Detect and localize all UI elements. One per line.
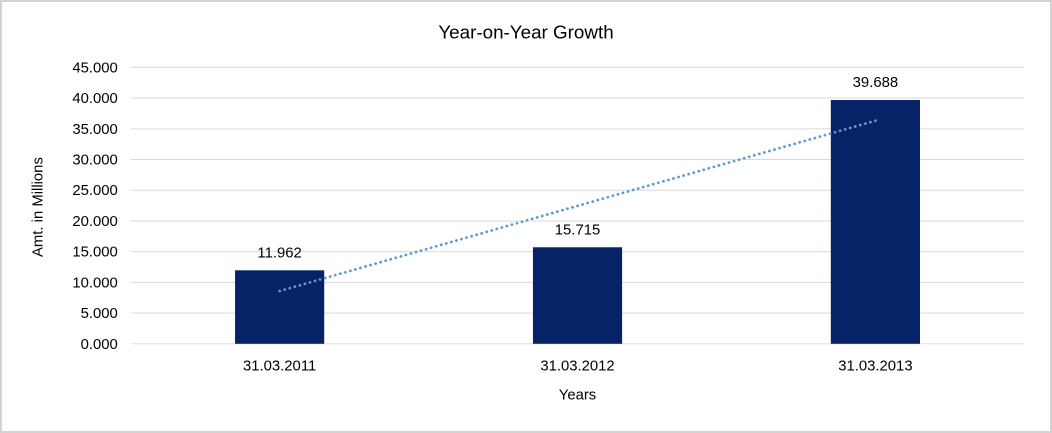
y-axis-title: Amt. in Millions (31, 157, 47, 257)
y-tick-label: 20.000 (72, 214, 117, 230)
x-tick-label: 31.03.2012 (540, 359, 614, 375)
y-tick-label: 0.000 (81, 337, 118, 353)
y-tick-label: 35.000 (72, 122, 117, 138)
y-tick-label: 15.000 (72, 245, 117, 261)
y-tick-label: 40.000 (72, 91, 117, 107)
x-tick-labels-group: 31.03.2011 31.03.2012 31.03.2013 (243, 359, 913, 375)
trendline (278, 119, 877, 293)
data-label: 15.715 (555, 222, 600, 238)
x-axis-title: Years (559, 387, 596, 403)
y-tick-label: 30.000 (72, 152, 117, 168)
y-tick-label: 25.000 (72, 183, 117, 199)
chart-title: Year-on-Year Growth (438, 22, 613, 43)
data-labels-group: 11.962 15.715 39.688 (257, 75, 898, 261)
data-label: 39.688 (853, 75, 898, 91)
bar (532, 247, 623, 344)
trendline-group (278, 119, 877, 293)
data-label: 11.962 (257, 245, 301, 261)
x-tick-label: 31.03.2011 (243, 359, 316, 375)
bar (830, 100, 920, 344)
y-tick-labels-group: 0.000 5.000 10.000 15.000 20.000 25.000 30.000… (72, 60, 117, 352)
x-tick-label: 31.03.2013 (838, 359, 912, 375)
bars-group (235, 100, 920, 344)
y-tick-label: 10.000 (72, 275, 117, 291)
y-tick-label: 45.000 (72, 60, 117, 76)
y-tick-label: 5.000 (81, 306, 118, 322)
